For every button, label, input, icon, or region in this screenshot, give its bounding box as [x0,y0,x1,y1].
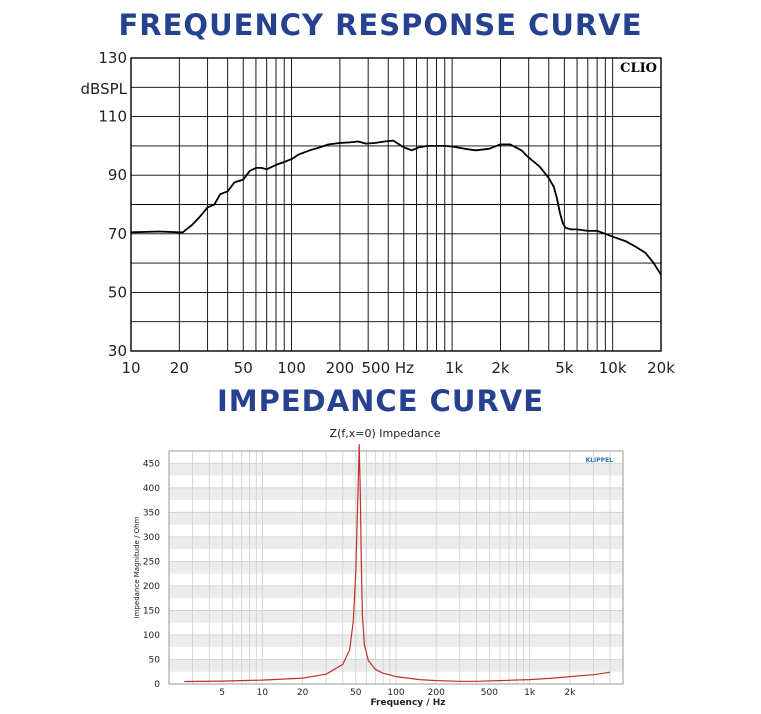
fr-x-tick-label: 20 [170,359,189,377]
imp-y-tick-label: 50 [149,655,161,665]
imp-y-tick-label: 0 [154,680,160,690]
imp-x-tick-label: 2k [564,688,576,698]
imp-y-tick-label: 250 [143,557,160,567]
imp-y-tick-label: 400 [143,484,160,494]
fr-x-tick-label: 1k [445,359,464,377]
fr-plot-frame [130,57,662,352]
fr-y-tick-label: 70 [108,225,127,243]
fr-x-tick-label: 50 [234,359,253,377]
fr-x-tick-label: 20k [647,359,675,377]
imp-x-tick-label: 500 [481,688,498,698]
imp-plot-frame [168,450,624,685]
fr-y-tick-label: 50 [108,283,127,301]
imp-x-tick-label: 20 [297,688,309,698]
fr-x-tick-label: 100 [277,359,306,377]
clio-badge: CLIO [620,61,657,76]
imp-impedance-line [184,444,611,683]
imp-x-tick-label: 200 [428,688,445,698]
imp-x-tick-label: 1k [524,688,536,698]
fr-response-line [130,139,662,276]
frequency-response-title: FREQUENCY RESPONSE CURVE [118,8,643,42]
imp-y-tick-label: 300 [143,533,160,543]
fr-y-tick-label: 110 [98,108,127,126]
fr-y-tick-label: 30 [108,342,127,360]
fr-x-tick-label: 5k [555,359,574,377]
imp-x-tick-label: 10 [257,688,269,698]
fr-y-tick-label: 130 [98,49,127,67]
imp-y-tick-label: 150 [143,606,160,616]
fr-x-tick-label: 200 [326,359,355,377]
fr-y-tick-label: 90 [108,166,127,184]
frequency-response-chart: 30 50 70 90 110 130 dBSPL 10 20 50 100 200 500 Hz 1k 2… [81,49,676,377]
imp-x-tick-label: 100 [387,688,404,698]
fr-x-tick-label: 10k [599,359,627,377]
imp-y-axis-label: Impedance Magnitude / Ohm [133,516,141,618]
imp-y-tick-label: 350 [143,508,160,518]
fr-x-tick-label: 500 Hz [361,359,414,377]
fr-x-tick-label: 2k [491,359,510,377]
impedance-subtitle: Z(f,x=0) Impedance [330,427,441,440]
fr-y-axis-label: dBSPL [81,80,128,98]
impedance-curve-title: IMPEDANCE CURVE [216,384,545,418]
klippel-badge: KLIPPEL [586,457,614,464]
fr-x-tick-label: 10 [121,359,140,377]
imp-y-tick-label: 200 [143,582,160,592]
imp-x-tick-label: 5 [219,688,225,698]
imp-y-tick-label: 100 [143,631,160,641]
imp-x-tick-label: 50 [350,688,362,698]
imp-x-axis-label: Frequency / Hz [370,698,445,708]
imp-y-tick-label: 450 [143,459,160,469]
